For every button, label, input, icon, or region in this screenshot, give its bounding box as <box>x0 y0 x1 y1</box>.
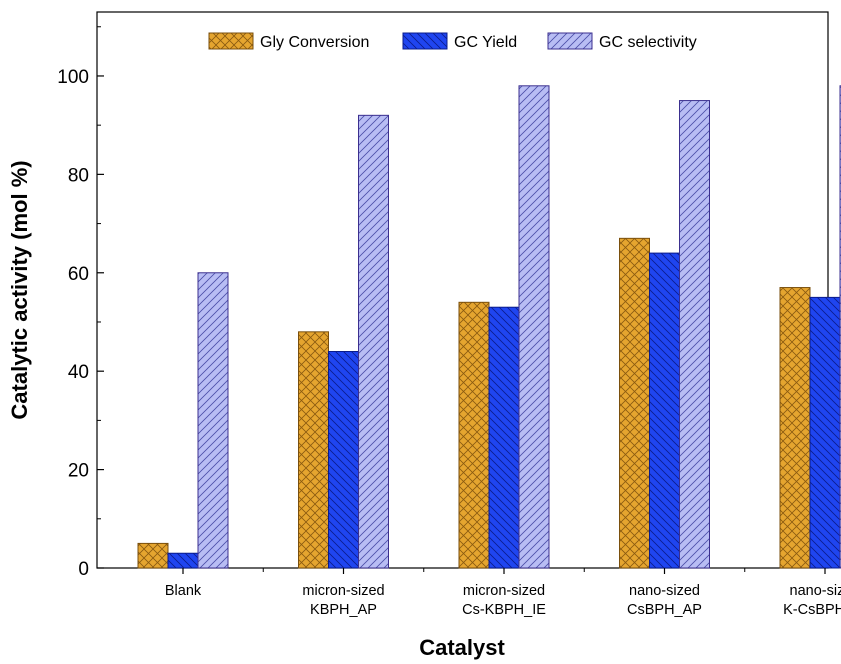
bar-gc-yield <box>328 351 359 569</box>
y-tick-label: 0 <box>78 559 89 580</box>
bar-gly-conversion <box>619 237 650 569</box>
legend-label: GC Yield <box>454 34 517 51</box>
bar-gly-conversion <box>137 542 169 569</box>
y-tick-label: 100 <box>57 67 89 88</box>
y-axis-title: Catalytic activity (mol %) <box>7 160 32 419</box>
legend-label: GC selectivity <box>599 34 697 51</box>
x-tick-label: Cs-KBPH_IE <box>462 602 546 618</box>
legend-swatch <box>402 32 448 50</box>
bar-gly-conversion <box>458 301 490 569</box>
y-tick-label: 60 <box>68 264 89 285</box>
x-axis-title: Catalyst <box>419 635 505 660</box>
x-tick-label: micron-sized <box>463 583 545 599</box>
legend-label: Gly Conversion <box>260 34 369 51</box>
x-tick-label: K-CsBPH_IE <box>783 602 841 618</box>
bar-gc-yield <box>649 252 680 569</box>
y-tick-label: 40 <box>68 362 89 383</box>
bars-layer <box>137 85 841 569</box>
x-tick-label: Blank <box>165 583 202 599</box>
x-tick-label: micron-sized <box>302 583 384 599</box>
x-axis: Blank micron-sized KBPH_AP micron-sized Cs-K… <box>165 568 841 618</box>
bar-gc-selectivity <box>197 272 229 569</box>
x-tick-label: KBPH_AP <box>310 602 377 618</box>
legend-swatch <box>547 32 593 50</box>
y-tick-label: 80 <box>68 165 89 186</box>
bar-gc-yield <box>488 306 520 569</box>
x-tick-label: nano-sized <box>790 583 841 599</box>
y-tick-label: 20 <box>68 461 89 482</box>
bar-gc-yield <box>167 552 199 569</box>
legend-swatch <box>208 32 254 50</box>
bar-gly-conversion <box>779 287 811 569</box>
bar-gc-selectivity <box>518 85 550 569</box>
legend: Gly Conversion GC Yield GC selectivity <box>208 32 697 51</box>
bar-gc-selectivity <box>679 100 710 569</box>
bar-gly-conversion <box>298 331 329 569</box>
bar-gc-selectivity <box>358 114 389 569</box>
bar-gc-yield <box>809 296 841 569</box>
y-axis: 0 20 40 60 80 100 <box>57 26 104 580</box>
x-tick-label: nano-sized <box>629 583 700 599</box>
x-tick-label: CsBPH_AP <box>627 602 702 618</box>
